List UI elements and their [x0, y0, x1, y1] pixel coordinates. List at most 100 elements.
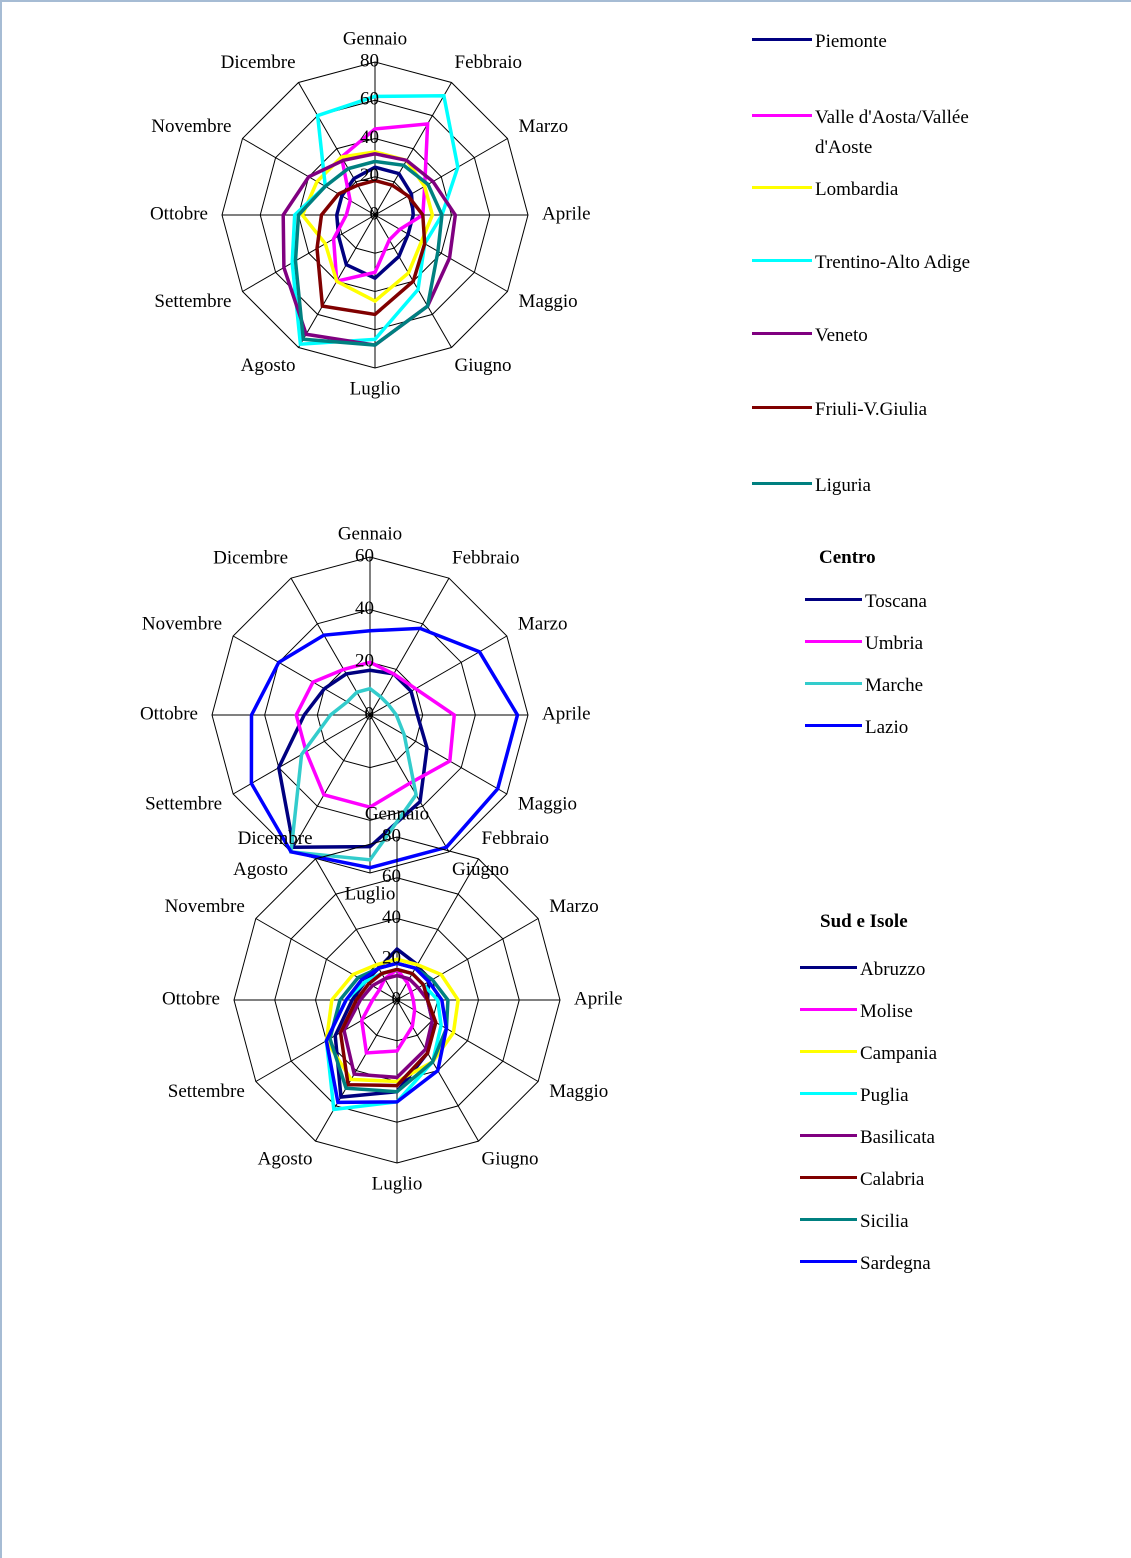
legend-label: Abruzzo: [860, 959, 926, 980]
spoke: [290, 714, 371, 853]
series-line: [249, 626, 520, 870]
category-label: Marzo: [518, 613, 568, 634]
legend-label: Calabria: [860, 1169, 925, 1190]
category-label: Settembre: [145, 793, 222, 814]
legend-label: Sicilia: [860, 1211, 909, 1232]
legend-swatch: [805, 640, 862, 643]
legend-swatch: [800, 1176, 857, 1179]
legend-label: Sardegna: [860, 1253, 931, 1274]
series-line: [276, 668, 429, 850]
category-label: Giugno: [452, 859, 509, 880]
category-label: Aprile: [574, 988, 623, 1009]
r-tick-label: 80: [360, 50, 379, 71]
r-tick-label: 40: [360, 127, 379, 148]
legend-swatch: [752, 186, 812, 189]
category-label: Luglio: [350, 378, 401, 399]
legend-label: Lombardia: [815, 179, 899, 200]
legend-label: Basilicata: [860, 1127, 935, 1148]
legend-label: Molise: [860, 1001, 913, 1022]
legend-swatch: [800, 1092, 857, 1095]
legend-item: Umbria: [805, 629, 1025, 659]
series-line: [315, 178, 427, 317]
series-line: [328, 961, 450, 1094]
series-line: [324, 961, 449, 1105]
category-label: Maggio: [519, 291, 578, 312]
spoke: [298, 82, 376, 216]
legend-swatch: [800, 1050, 857, 1053]
r-tick-label: 20: [382, 948, 401, 969]
category-label: Aprile: [542, 703, 591, 724]
legend-label: Marche: [865, 675, 924, 696]
legend-swatch: [752, 482, 812, 485]
category-label: Aprile: [542, 203, 591, 224]
category-label: Novembre: [142, 613, 222, 634]
spoke: [374, 82, 452, 216]
legend-item: Molise: [800, 997, 1020, 1027]
category-label: Febbraio: [482, 828, 550, 849]
category-label: Marzo: [549, 896, 599, 917]
legend-item: Sicilia: [800, 1207, 1020, 1237]
legend-item: Friuli-V.Giulia: [752, 395, 1012, 425]
r-tick-label: 40: [382, 907, 401, 928]
legend-swatch: [752, 114, 812, 117]
legend-item: Marche: [805, 671, 1025, 701]
category-label: Ottobre: [150, 203, 208, 224]
category-label: Agosto: [233, 859, 288, 880]
legend-item: Lazio: [805, 713, 1025, 743]
legend-swatch: [800, 1008, 857, 1011]
category-label: Ottobre: [140, 703, 198, 724]
legend-swatch: [752, 406, 812, 409]
legend-label: Puglia: [860, 1085, 909, 1106]
spoke: [242, 214, 376, 292]
category-label: Dicembre: [221, 52, 296, 73]
r-tick-label: 60: [360, 89, 379, 110]
category-label: Febbraio: [455, 52, 523, 73]
legend-label: Valle d'Aosta/Vallée d'Aoste: [815, 107, 969, 158]
legend-swatch: [800, 1134, 857, 1137]
legend-item: Piemonte: [752, 27, 1012, 57]
series-line: [342, 973, 435, 1080]
r-tick-label: 0: [365, 703, 375, 724]
legend-label: Piemonte: [815, 31, 887, 52]
legend-title: Sud e Isole: [820, 911, 908, 932]
series-line: [293, 159, 444, 347]
legend-label: Lazio: [865, 717, 909, 738]
series-line: [338, 967, 438, 1088]
legend-swatch: [805, 724, 862, 727]
spoke: [396, 858, 479, 1001]
category-label: Maggio: [518, 793, 577, 814]
legend-swatch: [805, 598, 862, 601]
legend-item: Veneto: [752, 321, 1012, 351]
legend-swatch: [800, 966, 857, 969]
category-label: Febbraio: [452, 547, 520, 568]
category-label: Novembre: [151, 116, 231, 137]
legend-label: Campania: [860, 1043, 938, 1064]
category-label: Settembre: [168, 1081, 245, 1102]
category-label: Ottobre: [162, 988, 220, 1009]
series-line: [300, 150, 435, 304]
spoke: [255, 918, 398, 1001]
category-label: Agosto: [241, 355, 296, 376]
category-label: Agosto: [258, 1149, 313, 1170]
category-label: Settembre: [154, 291, 231, 312]
legend-item: Liguria: [752, 471, 1012, 501]
legend-label: Umbria: [865, 633, 924, 654]
category-label: Giugno: [482, 1149, 539, 1170]
spoke: [369, 577, 450, 716]
r-tick-label: 60: [355, 545, 374, 566]
legend-swatch: [752, 38, 812, 41]
legend-item: Basilicata: [800, 1123, 1020, 1153]
spoke: [374, 214, 508, 292]
spoke: [374, 138, 508, 216]
category-label: Dicembre: [213, 547, 288, 568]
r-tick-label: 0: [370, 203, 380, 224]
r-tick-label: 20: [360, 165, 379, 186]
series-line: [324, 957, 460, 1084]
series-line: [359, 966, 417, 1055]
legend-label: Toscana: [865, 591, 927, 612]
category-label: Gennaio: [338, 523, 402, 544]
legend-item: Toscana: [805, 587, 1025, 617]
spoke: [369, 714, 508, 795]
spoke: [369, 635, 508, 716]
